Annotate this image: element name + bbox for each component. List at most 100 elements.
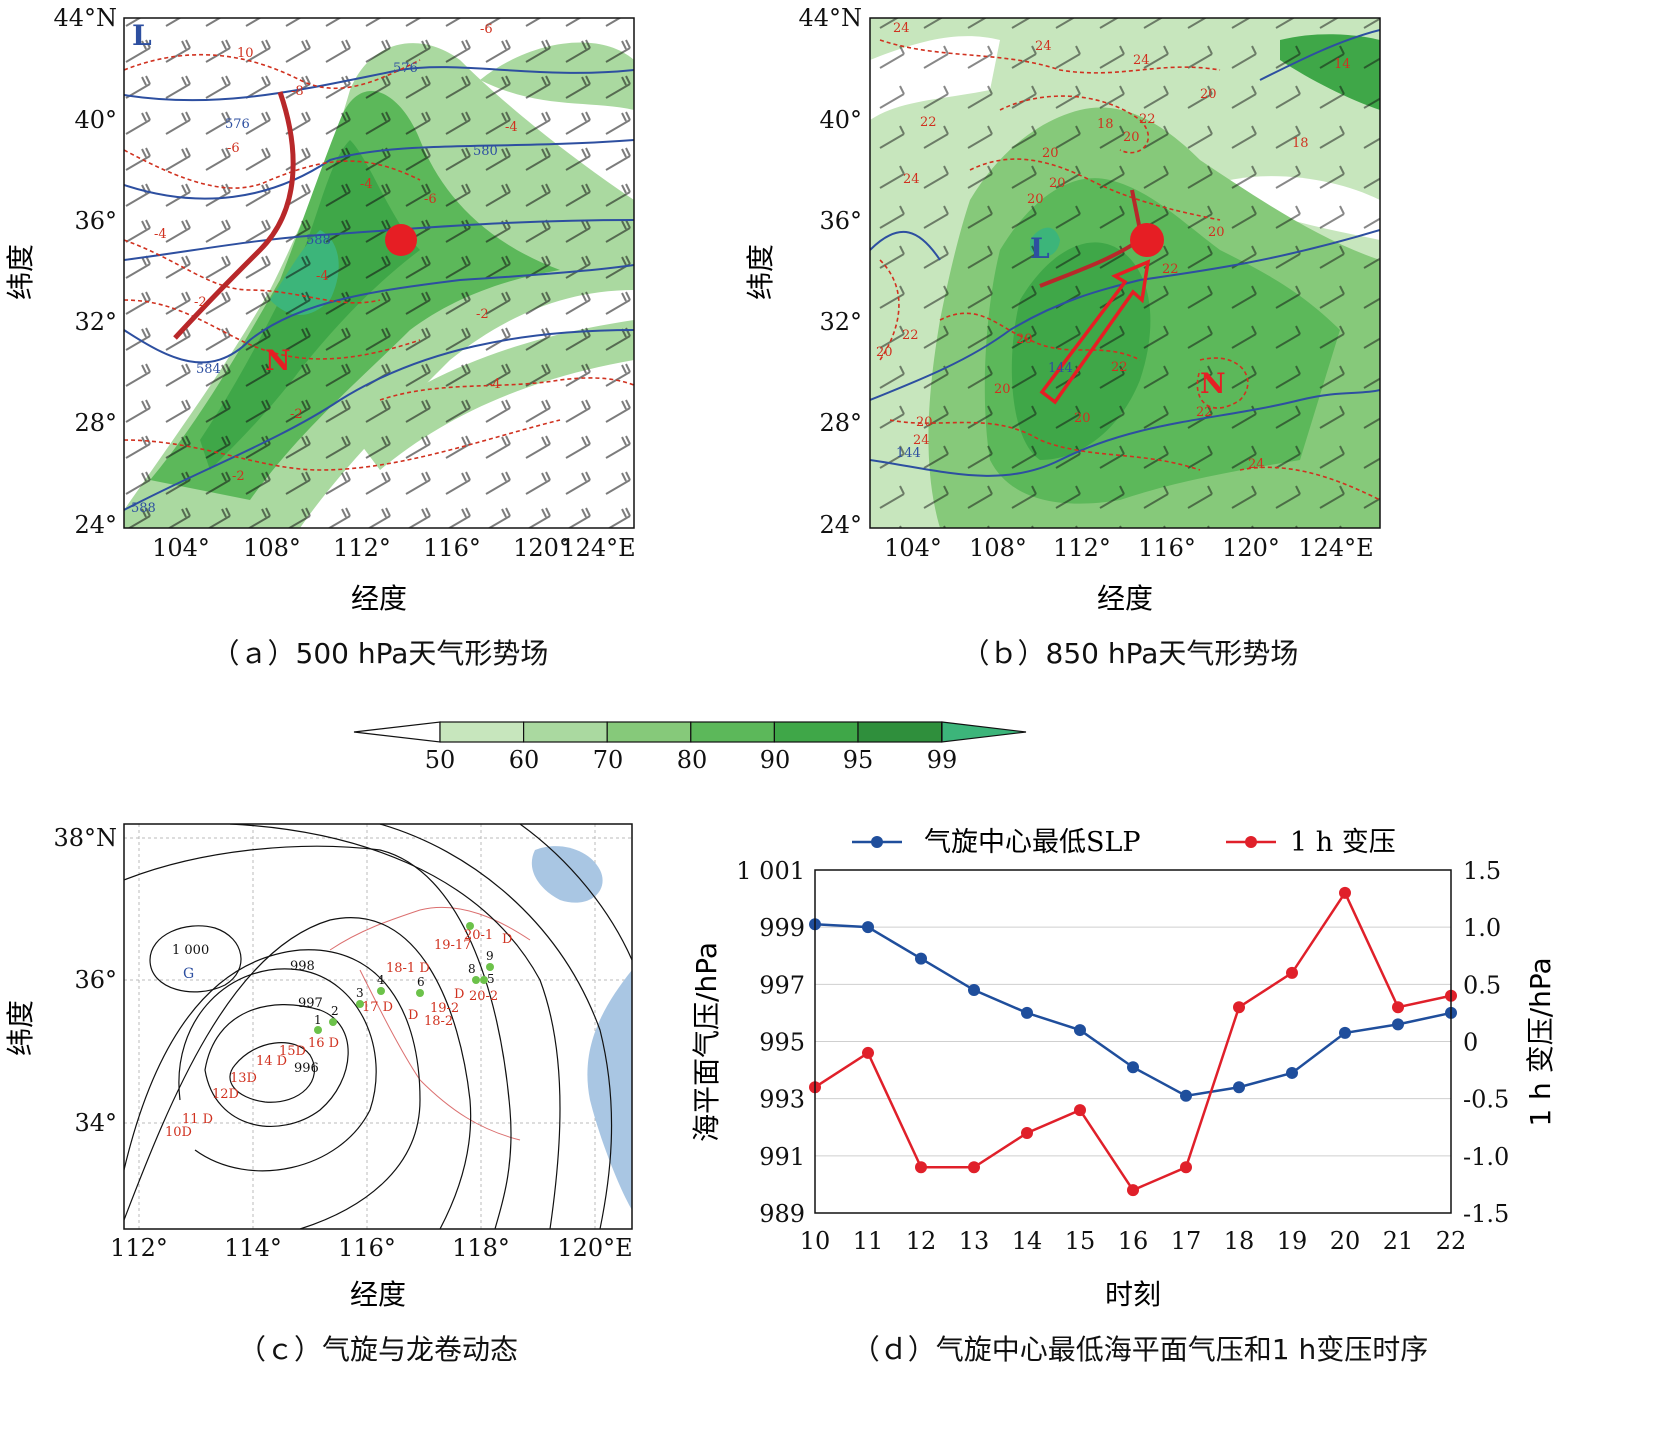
- x-tick: 13: [959, 1227, 990, 1255]
- panel-a-y-ticks: 44°N 40° 36° 32° 28° 24°: [53, 4, 117, 539]
- y-tick-right: 0.5: [1463, 971, 1501, 999]
- colorbar-cells: [439, 721, 943, 743]
- temperature-contours: [879, 39, 1380, 501]
- svg-text:20-1: 20-1: [464, 928, 493, 943]
- x-tick: 114°: [224, 1234, 282, 1262]
- x-tick: 108°: [969, 534, 1027, 562]
- y-tick: 38°N: [53, 824, 117, 852]
- y-tick: 28°: [74, 409, 117, 437]
- colorbar-cell: [773, 721, 859, 743]
- x-tick: 124°E: [1298, 534, 1373, 562]
- panel-d-chart: 气旋中心最低SLP 1 h 变压 989 991 993 995 997 999 1 001…: [690, 827, 1557, 1311]
- tornado-site-marker: [385, 224, 417, 256]
- panel-b: L N 144 144 24 24 24 14 22 18 22 20 20 2…: [740, 0, 1400, 690]
- svg-text:11 D: 11 D: [182, 1112, 213, 1127]
- panel-d: 气旋中心最低SLP 1 h 变压 989 991 993 995 997 999 1 001…: [680, 810, 1658, 1450]
- y-tick-left: 993: [759, 1086, 805, 1114]
- data-point: [968, 984, 980, 997]
- y-tick-left: 1 001: [736, 857, 805, 885]
- chart-ylabel-right: 1 h 变压/hPa: [1524, 957, 1557, 1126]
- svg-text:24: 24: [903, 172, 920, 187]
- svg-text:14: 14: [1334, 57, 1351, 72]
- svg-text:5: 5: [487, 972, 495, 986]
- svg-text:9: 9: [486, 949, 494, 963]
- colorbar-label: 50: [425, 746, 456, 774]
- panel-b-map: L N 144 144 24 24 24 14 22 18 22 20 20 2…: [744, 4, 1381, 615]
- legend-label-slp: 气旋中心最低SLP: [924, 827, 1141, 858]
- legend-marker-slp: [871, 836, 883, 848]
- svg-text:-4: -4: [316, 269, 329, 284]
- colorbar-label: 70: [593, 746, 624, 774]
- x-tick: 20: [1330, 1227, 1361, 1255]
- svg-text:998: 998: [290, 959, 315, 974]
- x-tick: 22: [1436, 1227, 1467, 1255]
- y-tick-right: 1.5: [1463, 857, 1501, 885]
- svg-text:D: D: [408, 1008, 418, 1023]
- svg-text:18-2: 18-2: [424, 1014, 453, 1029]
- panel-a-xlabel: 经度: [351, 582, 407, 615]
- svg-text:997: 997: [298, 996, 323, 1011]
- svg-text:-2: -2: [476, 307, 489, 322]
- svg-text:24: 24: [893, 21, 910, 36]
- svg-text:18-1 D: 18-1 D: [386, 961, 430, 976]
- colorbar-label: 99: [927, 746, 958, 774]
- temperature-contours: [124, 53, 634, 471]
- svg-text:2: 2: [331, 1004, 339, 1018]
- panel-a-frame: [123, 17, 635, 529]
- svg-text:-2: -2: [290, 407, 303, 422]
- panel-c-map: 1 000 998 997 996 G 1 2 3 4 6 8 9 5 10: [4, 823, 633, 1311]
- data-point: [1392, 1001, 1404, 1014]
- svg-text:20: 20: [1049, 176, 1066, 191]
- data-point: [1339, 886, 1351, 899]
- y-tick: 36°: [819, 207, 862, 235]
- panel-c-frame: [123, 823, 633, 1230]
- x-tick: 108°: [243, 534, 301, 562]
- y-tick-right: -0.5: [1463, 1086, 1509, 1114]
- y-tick: 28°: [819, 409, 862, 437]
- svg-text:20: 20: [1200, 87, 1217, 102]
- svg-text:12D: 12D: [212, 1087, 239, 1102]
- svg-text:D: D: [502, 932, 512, 947]
- north-center-label: N: [1200, 367, 1226, 400]
- x-tick: 10: [800, 1227, 831, 1255]
- panel-a-caption: （ａ）500 hPa天气形势场: [211, 637, 549, 670]
- y-tick: 40°: [819, 106, 862, 134]
- colorbar-label: 80: [677, 746, 708, 774]
- svg-text:10D: 10D: [165, 1125, 192, 1140]
- data-point: [1074, 1024, 1086, 1037]
- svg-text:22: 22: [1162, 262, 1179, 277]
- svg-text:144: 144: [1048, 361, 1073, 376]
- colorbar-min-extend: [353, 721, 441, 743]
- data-point: [915, 952, 927, 965]
- svg-text:20: 20: [1123, 130, 1140, 145]
- x-tick: 14: [1012, 1227, 1043, 1255]
- svg-text:20: 20: [994, 382, 1011, 397]
- panel-c: 1 000 998 997 996 G 1 2 3 4 6 8 9 5 10: [0, 810, 660, 1450]
- panel-c-x-ticks: 112° 114° 116° 118° 120°E: [110, 1234, 633, 1262]
- north-center-label: N: [265, 344, 291, 377]
- svg-text:20: 20: [1042, 146, 1059, 161]
- panel-a-ylabel: 纬度: [4, 244, 37, 300]
- colorbar-cell: [439, 721, 525, 743]
- y-tick-right: 1.0: [1463, 914, 1501, 942]
- svg-text:8: 8: [468, 962, 476, 976]
- svg-text:20: 20: [876, 345, 893, 360]
- y-tick: 40°: [74, 106, 117, 134]
- svg-text:588: 588: [306, 233, 331, 248]
- province-borders: [329, 906, 531, 1141]
- geopotential-contours: [870, 29, 1380, 477]
- panel-c-caption: （ｃ）气旋与龙卷动态: [237, 1333, 518, 1366]
- x-tick: 15: [1065, 1227, 1096, 1255]
- svg-text:16 D: 16 D: [308, 1036, 339, 1051]
- colorbar: 50 60 70 80 90 95 99: [350, 718, 1050, 778]
- y-tick: 44°N: [798, 4, 862, 32]
- chart-ticks: 989 991 993 995 997 999 1 001 -1.5 -1.0 -0.5 0 0.5 1…: [736, 857, 1509, 1255]
- svg-text:22: 22: [1139, 112, 1156, 127]
- svg-text:-2: -2: [232, 469, 245, 484]
- y-tick-left: 999: [759, 914, 805, 942]
- low-level-jet-arrow: [1039, 259, 1151, 405]
- bohai-sea: [531, 846, 603, 903]
- panel-c-y-ticks: 38°N 36° 34°: [53, 824, 117, 1137]
- x-tick: 12: [906, 1227, 937, 1255]
- svg-text:14 D: 14 D: [256, 1054, 287, 1069]
